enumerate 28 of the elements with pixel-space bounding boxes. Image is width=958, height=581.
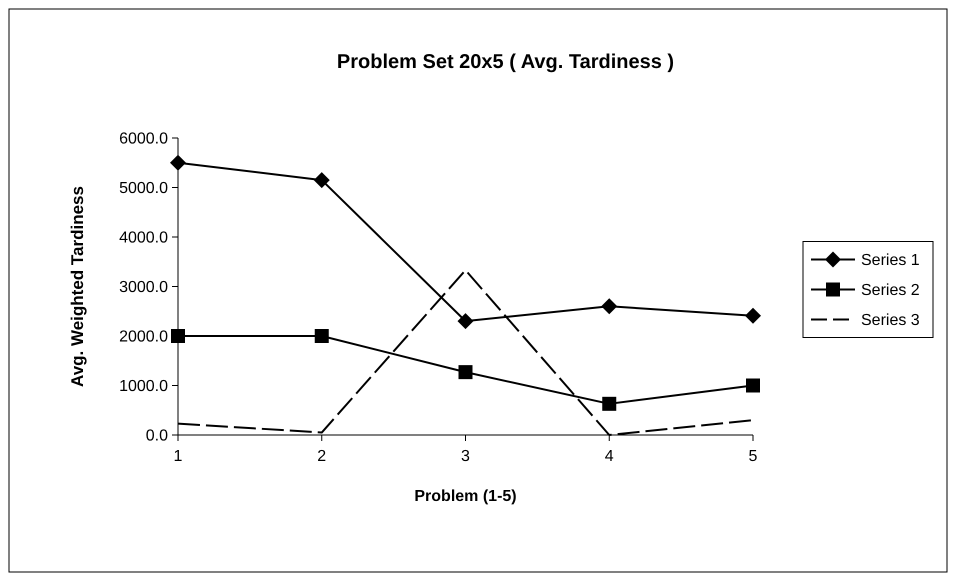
point <box>171 329 185 343</box>
y-tick-label: 1000.0 <box>119 378 168 396</box>
y-tick-label: 6000.0 <box>119 130 168 148</box>
x-tick-label: 1 <box>174 448 183 465</box>
point <box>314 172 330 188</box>
x-axis-title: Problem (1-5) <box>414 488 517 505</box>
y-axis-title: Avg. Weighted Tardiness <box>68 186 87 387</box>
point <box>314 329 329 343</box>
y-tick-label: 3000.0 <box>119 279 168 296</box>
point <box>458 365 472 380</box>
legend-label: Series 3 <box>861 312 920 330</box>
x-tick-label: 3 <box>461 448 470 465</box>
point <box>458 313 474 330</box>
point <box>602 396 616 411</box>
chart-title: Problem Set 20x5 ( Avg. Tardiness ) <box>336 51 674 73</box>
point <box>601 298 618 314</box>
point <box>746 378 760 392</box>
y-tick-label: 4000.0 <box>119 230 168 247</box>
point <box>745 308 761 324</box>
y-tick-label: 2000.0 <box>119 328 168 346</box>
legend-label: Series 1 <box>861 252 920 270</box>
x-tick-label: 2 <box>317 448 326 465</box>
point <box>170 154 186 171</box>
x-tick-label: 5 <box>748 448 758 465</box>
legend-label: Series 2 <box>861 282 920 300</box>
y-tick-label: 5000.0 <box>119 180 168 198</box>
x-tick-label: 4 <box>604 448 614 465</box>
y-tick-label: 0.0 <box>146 428 168 445</box>
